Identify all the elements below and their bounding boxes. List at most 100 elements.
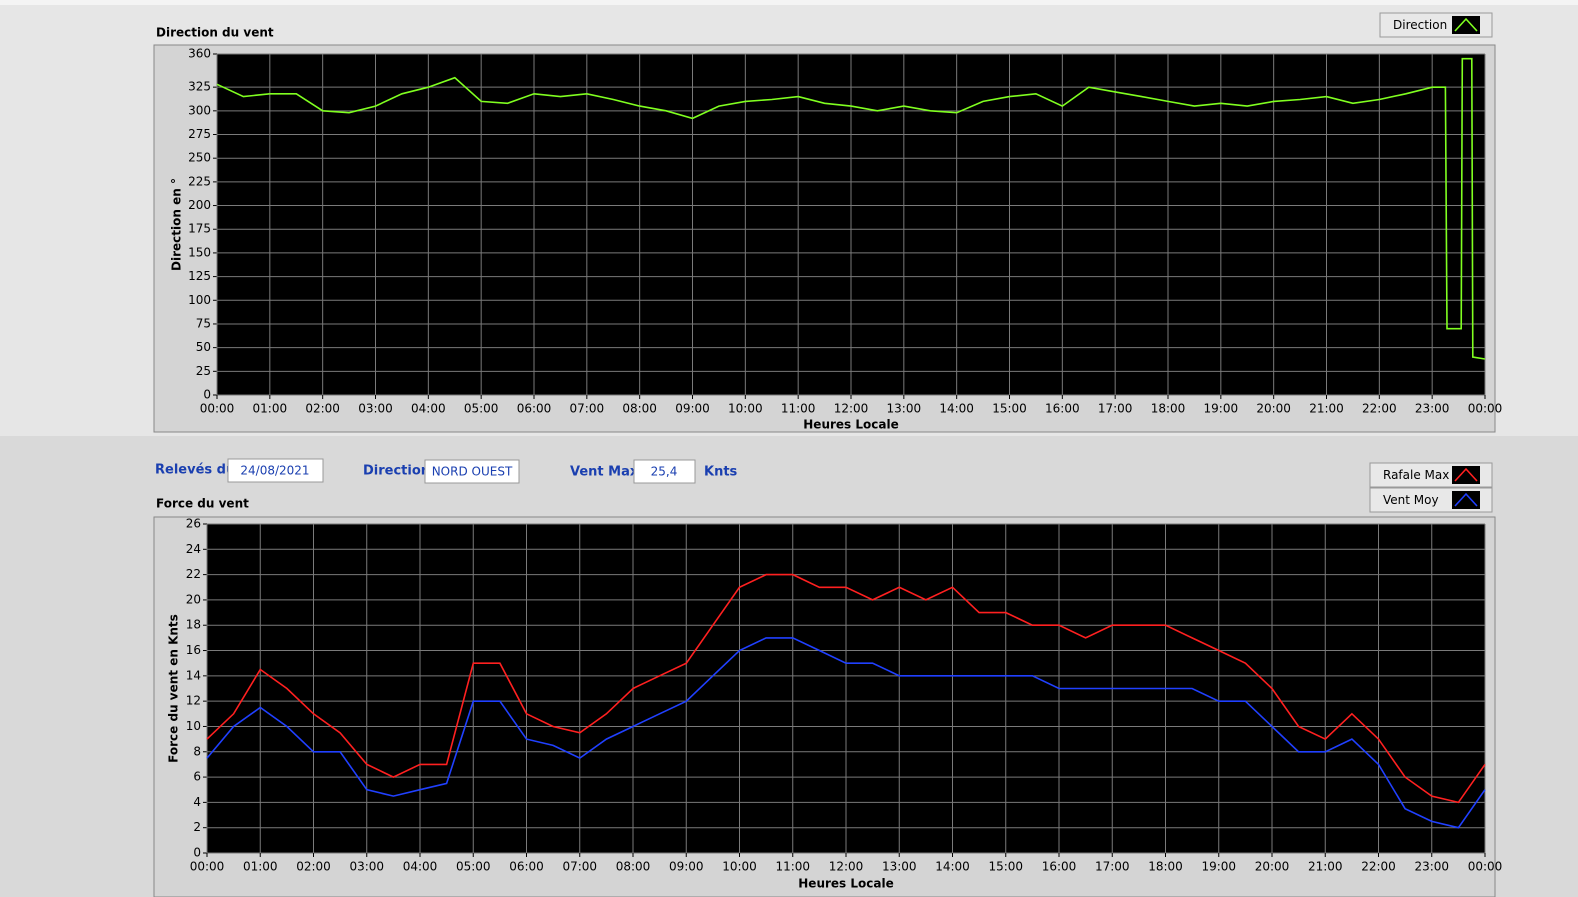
legend-swatch xyxy=(1454,467,1478,482)
x-tick-label: 20:00 xyxy=(1256,402,1291,416)
x-tick-label: 00:00 xyxy=(1468,402,1503,416)
vent-max-box[interactable] xyxy=(633,459,696,484)
y-axis-label: Force du vent en Knts xyxy=(167,614,181,763)
x-tick-label: 13:00 xyxy=(882,860,917,874)
y-tick-label: 0 xyxy=(193,846,201,860)
legend-label: Rafale Max xyxy=(1383,468,1449,482)
vent-max-label: Vent Max xyxy=(570,465,639,480)
x-tick-label: 00:00 xyxy=(1468,860,1503,874)
y-tick-label: 175 xyxy=(188,222,211,236)
x-tick-label: 02:00 xyxy=(296,860,331,874)
y-tick-label: 50 xyxy=(196,340,211,354)
y-tick-label: 12 xyxy=(186,694,201,708)
x-tick-label: 09:00 xyxy=(675,402,710,416)
x-tick-label: 19:00 xyxy=(1204,402,1239,416)
y-tick-label: 150 xyxy=(188,245,211,259)
x-tick-label: 15:00 xyxy=(992,402,1027,416)
x-tick-label: 01:00 xyxy=(243,860,278,874)
x-tick-label: 16:00 xyxy=(1045,402,1080,416)
x-tick-label: 05:00 xyxy=(456,860,491,874)
x-tick-label: 17:00 xyxy=(1095,860,1130,874)
y-tick-label: 0 xyxy=(203,388,211,402)
data-line xyxy=(216,57,1486,360)
x-tick-label: 14:00 xyxy=(935,860,970,874)
x-tick-label: 22:00 xyxy=(1362,402,1397,416)
x-tick-label: 03:00 xyxy=(358,402,393,416)
x-tick-label: 23:00 xyxy=(1415,402,1450,416)
x-tick-label: 08:00 xyxy=(616,860,651,874)
x-tick-label: 03:00 xyxy=(349,860,384,874)
y-tick-label: 14 xyxy=(186,668,201,682)
x-tick-label: 21:00 xyxy=(1308,860,1343,874)
y-tick-label: 300 xyxy=(188,103,211,117)
y-tick-label: 26 xyxy=(186,517,201,531)
x-tick-label: 07:00 xyxy=(570,402,605,416)
legend-label: Vent Moy xyxy=(1383,493,1439,507)
x-tick-label: 18:00 xyxy=(1151,402,1186,416)
x-tick-label: 14:00 xyxy=(939,402,974,416)
x-tick-label: 06:00 xyxy=(509,860,544,874)
data-line xyxy=(206,637,1486,829)
data-line xyxy=(206,573,1486,804)
x-tick-label: 11:00 xyxy=(781,402,816,416)
x-tick-label: 09:00 xyxy=(669,860,704,874)
x-tick-label: 20:00 xyxy=(1255,860,1290,874)
y-tick-label: 10 xyxy=(186,719,201,733)
direction-value: NORD OUEST xyxy=(432,465,513,479)
x-tick-label: 06:00 xyxy=(517,402,552,416)
legend-swatch-bg xyxy=(1452,491,1480,509)
y-tick-label: 100 xyxy=(188,293,211,307)
x-tick-label: 02:00 xyxy=(305,402,340,416)
top-edge xyxy=(0,0,1578,5)
y-tick-label: 20 xyxy=(186,592,201,606)
y-tick-label: 22 xyxy=(186,567,201,581)
date-label: Relevés du xyxy=(155,463,235,478)
y-axis-label: Direction en ° xyxy=(170,178,184,271)
y-tick-label: 8 xyxy=(193,744,201,758)
y-tick-label: 18 xyxy=(186,618,201,632)
y-tick-label: 275 xyxy=(188,127,211,141)
x-tick-label: 16:00 xyxy=(1042,860,1077,874)
x-tick-label: 18:00 xyxy=(1148,860,1183,874)
legend-label: Direction xyxy=(1393,18,1447,32)
x-tick-label: 22:00 xyxy=(1361,860,1396,874)
y-tick-label: 75 xyxy=(196,316,211,330)
x-tick-label: 12:00 xyxy=(834,402,869,416)
x-tick-label: 23:00 xyxy=(1414,860,1449,874)
y-tick-label: 25 xyxy=(196,364,211,378)
legend-swatch xyxy=(1454,492,1478,507)
x-tick-label: 19:00 xyxy=(1201,860,1236,874)
y-tick-label: 200 xyxy=(188,198,211,212)
date-box[interactable] xyxy=(227,458,324,483)
x-tick-label: 00:00 xyxy=(200,402,235,416)
x-axis-label: Heures Locale xyxy=(798,877,893,891)
legend-swatch-bg xyxy=(1452,16,1480,34)
chart-title: Force du vent xyxy=(156,497,249,511)
y-tick-label: 225 xyxy=(188,174,211,188)
y-tick-label: 125 xyxy=(188,269,211,283)
y-tick-label: 4 xyxy=(193,795,201,809)
direction-box[interactable] xyxy=(424,459,520,484)
date-value: 24/08/2021 xyxy=(240,464,309,478)
direction-label: Direction xyxy=(363,464,430,479)
legend-swatch-bg xyxy=(1452,466,1480,484)
y-tick-label: 2 xyxy=(193,820,201,834)
vent-max-value: 25,4 xyxy=(651,465,678,479)
x-tick-label: 21:00 xyxy=(1309,402,1344,416)
vent-max-unit: Knts xyxy=(704,465,738,480)
x-tick-label: 12:00 xyxy=(829,860,864,874)
y-tick-label: 250 xyxy=(188,151,211,165)
x-tick-label: 17:00 xyxy=(1098,402,1133,416)
x-tick-label: 07:00 xyxy=(562,860,597,874)
x-tick-label: 15:00 xyxy=(988,860,1023,874)
chart-title: Direction du vent xyxy=(156,26,274,40)
y-tick-label: 24 xyxy=(186,542,201,556)
x-tick-label: 04:00 xyxy=(411,402,446,416)
x-tick-label: 08:00 xyxy=(622,402,657,416)
x-tick-label: 01:00 xyxy=(253,402,288,416)
x-tick-label: 11:00 xyxy=(775,860,810,874)
x-tick-label: 13:00 xyxy=(887,402,922,416)
legend-swatch xyxy=(1454,17,1478,32)
x-tick-label: 00:00 xyxy=(190,860,225,874)
